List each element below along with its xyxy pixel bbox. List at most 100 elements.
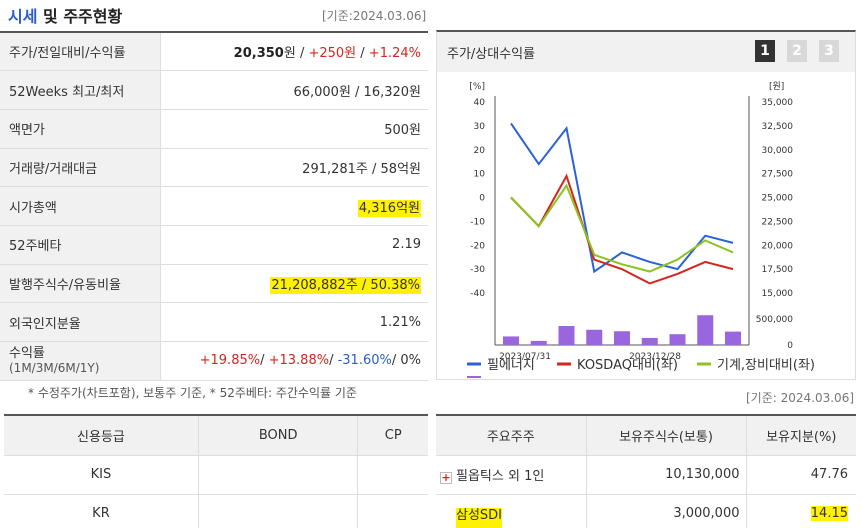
right-tick-label: 20,000 xyxy=(762,241,794,251)
left-tick-label: -40 xyxy=(470,289,485,299)
volume-bar xyxy=(669,334,686,345)
x-tick-label: 2023/07/31 xyxy=(499,352,551,362)
volume-bar xyxy=(530,340,547,345)
holder-name: 필옵틱스 외 1인 xyxy=(456,469,545,484)
right-axis-unit: [원] xyxy=(769,81,784,92)
credit-header: CP xyxy=(357,415,428,456)
table-row: 거래량/거래대금 291,281주 / 58억원 xyxy=(0,148,428,188)
credit-agency: KIS xyxy=(4,455,199,495)
beta-label: 52주베타 xyxy=(0,225,161,265)
title-rest: 및 주주현황 xyxy=(37,7,123,26)
hl52-value: 66,000원 / 16,320원 xyxy=(160,70,428,110)
chart-header: 주가/상대수익률 1 2 3 xyxy=(437,32,855,72)
left-tick-label: 30 xyxy=(474,122,486,132)
holder-shares: 10,130,000 xyxy=(586,455,747,495)
chart-page-1-button[interactable]: 1 xyxy=(755,40,775,62)
section-title: 시세 및 주주현황 xyxy=(8,3,122,27)
highlight: 21,208,882주 / 50.38% xyxy=(270,276,421,294)
volume-tick-label: 0 xyxy=(787,341,793,351)
credit-rating-table: 신용등급 BOND CP KIS KR xyxy=(4,414,428,528)
right-tick-label: 27,500 xyxy=(762,170,794,180)
hl52-label: 52Weeks 최고/최저 xyxy=(0,70,161,110)
returns-value: +19.85%/ +13.88%/ -31.60%/ 0% xyxy=(160,341,428,381)
volume-bar xyxy=(586,329,603,345)
table-row: 52주베타 2.19 xyxy=(0,225,428,265)
legend-label: KOSDAQ대비(좌) xyxy=(577,358,678,373)
holders-base-date: [기준: 2024.03.06] xyxy=(746,391,855,405)
series-line xyxy=(510,183,734,273)
mcap-label: 시가총액 xyxy=(0,186,161,226)
volume-bar xyxy=(641,337,658,345)
chart-panel: 주가/상대수익률 1 2 3 [%] [원] 40 30 20 10 0 -10 -20 -30-… xyxy=(436,30,856,380)
right-tick-label: 30,000 xyxy=(762,146,794,156)
table-row: 삼성SDI 3,000,000 14.15 xyxy=(436,494,856,528)
holder-shares: 3,000,000 xyxy=(586,494,747,528)
highlight: 4,316억원 xyxy=(357,199,421,217)
credit-header: BOND xyxy=(198,415,359,456)
volume-bar xyxy=(697,315,714,345)
table-row: 주가/전일대비/수익률 20,350원 / +250원 / +1.24% xyxy=(0,32,428,72)
credit-bond xyxy=(198,494,359,528)
stock-chart: [%] [원] 40 30 20 10 0 -10 -20 -30 -40 35,000 32,500 3… xyxy=(467,81,815,378)
table-row: 수익률 (1M/3M/6M/1Y) +19.85%/ +13.88%/ -31.6… xyxy=(0,341,428,381)
credit-cp xyxy=(357,455,428,495)
series-line xyxy=(510,122,734,274)
credit-agency: KR xyxy=(4,494,199,528)
returns-label: 수익률 (1M/3M/6M/1Y) xyxy=(0,341,161,381)
left-tick-label: 10 xyxy=(474,170,486,180)
left-tick-label: 20 xyxy=(474,146,486,156)
left-tick-label: 40 xyxy=(474,98,486,108)
left-tick-label: -10 xyxy=(470,217,485,227)
shares-label: 발행주식수/유동비율 xyxy=(0,264,161,304)
right-tick-label: 32,500 xyxy=(762,122,794,132)
credit-header: 신용등급 xyxy=(4,415,199,456)
right-tick-label: 15,000 xyxy=(762,289,794,299)
holders-header: 주요주주 xyxy=(436,415,587,456)
table-row: KR xyxy=(4,494,428,528)
holder-pct: 14.15 xyxy=(746,494,856,528)
series-line xyxy=(510,173,734,285)
chart-page-3-button[interactable]: 3 xyxy=(819,40,839,62)
shareholders-table: 주요주주 보유주식수(보통) 보유지분(%) + 필옵틱스 외 1인 10,130… xyxy=(436,414,856,528)
price-info-table: 주가/전일대비/수익률 20,350원 / +250원 / +1.24% 52W… xyxy=(0,31,428,381)
right-tick-label: 25,000 xyxy=(762,194,794,204)
table-row: 외국인지분율 1.21% xyxy=(0,302,428,342)
table-row: 발행주식수/유동비율 21,208,882주 / 50.38% xyxy=(0,264,428,304)
right-tick-label: 17,500 xyxy=(762,265,794,275)
foreign-label: 외국인지분율 xyxy=(0,302,161,342)
title-prefix: 시세 xyxy=(8,7,38,26)
left-axis-unit: [%] xyxy=(469,82,485,92)
chart-page-2-button[interactable]: 2 xyxy=(787,40,807,62)
volume-bar xyxy=(614,331,630,345)
table-row: 52Weeks 최고/최저 66,000원 / 16,320원 xyxy=(0,70,428,110)
holders-header: 보유주식수(보통) xyxy=(586,415,747,456)
holder-name-cell[interactable]: + 필옵틱스 외 1인 xyxy=(436,455,587,495)
volume-tick-label: 500,000 xyxy=(756,315,793,325)
volume-label: 거래량/거래대금 xyxy=(0,148,161,188)
holder-name-cell: 삼성SDI xyxy=(436,494,587,528)
left-tick-label: -30 xyxy=(470,265,485,275)
volume-value: 291,281주 / 58억원 xyxy=(160,148,428,188)
credit-cp xyxy=(357,494,428,528)
table-row: 액면가 500원 xyxy=(0,109,428,149)
left-tick-label: -20 xyxy=(470,241,485,251)
beta-value: 2.19 xyxy=(160,225,428,265)
price-label: 주가/전일대비/수익률 xyxy=(0,32,161,72)
holder-pct: 47.76 xyxy=(746,455,856,495)
holders-header: 보유지분(%) xyxy=(746,415,856,456)
legend-swatch xyxy=(467,376,481,378)
volume-bar xyxy=(503,336,519,345)
volume-bar xyxy=(725,331,741,345)
credit-bond xyxy=(198,455,359,495)
legend-label: 필에너지 xyxy=(487,358,535,373)
right-tick-label: 35,000 xyxy=(762,98,794,108)
shares-value: 21,208,882주 / 50.38% xyxy=(160,264,428,304)
expand-plus-icon[interactable]: + xyxy=(440,471,452,484)
left-tick-label: 0 xyxy=(479,194,485,204)
legend-label: 기계,장비대비(좌) xyxy=(717,358,815,373)
table-row: + 필옵틱스 외 1인 10,130,000 47.76 xyxy=(436,455,856,495)
volume-bar xyxy=(558,326,575,345)
base-date: [기준:2024.03.06] xyxy=(322,9,427,23)
par-label: 액면가 xyxy=(0,109,161,149)
x-tick-label: 2023/12/28 xyxy=(629,352,681,362)
